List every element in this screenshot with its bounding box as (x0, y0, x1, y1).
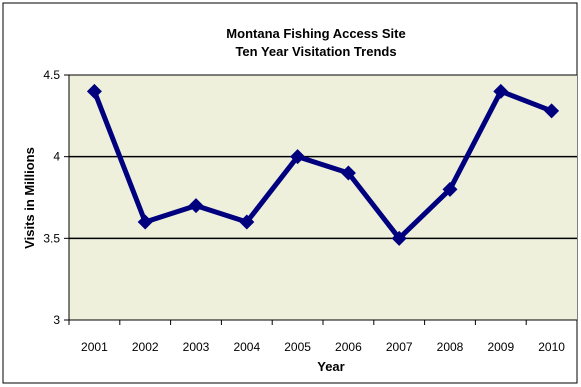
x-tick-label: 2001 (81, 340, 108, 354)
chart-subtitle: Ten Year Visitation Trends (235, 44, 396, 59)
x-tick-label: 2010 (538, 340, 565, 354)
series-layer (86, 83, 560, 246)
gridlines (69, 155, 577, 240)
y-axis-ticks: 3 3.5 4 4.5 (43, 68, 69, 327)
x-tick-label: 2003 (183, 340, 210, 354)
data-point-marker (391, 230, 407, 246)
chart-title: Montana Fishing Access Site (226, 26, 405, 41)
y-axis-label: Visits in Millions (22, 147, 37, 249)
data-point-marker (544, 103, 560, 119)
x-tick-label: 2009 (487, 340, 514, 354)
data-point-marker (137, 214, 153, 230)
plot-area (69, 75, 577, 320)
data-point-marker (290, 149, 306, 165)
x-axis-ticks: 2001 2002 2003 2004 2005 2006 2007 2008 2009 2010 (68, 320, 578, 354)
data-point-marker (493, 83, 509, 99)
y-tick-label: 4.5 (43, 68, 60, 82)
data-point-marker (86, 83, 102, 99)
series-line (92, 88, 553, 241)
x-tick-label: 2006 (335, 340, 362, 354)
x-tick-label: 2002 (132, 340, 159, 354)
y-tick-label: 3.5 (43, 231, 60, 245)
data-point-marker (188, 198, 204, 214)
x-tick-label: 2005 (284, 340, 311, 354)
x-tick-label: 2008 (437, 340, 464, 354)
data-point-marker (239, 214, 255, 230)
data-point-marker (442, 181, 458, 197)
x-tick-label: 2004 (233, 340, 260, 354)
x-tick-label: 2007 (386, 340, 413, 354)
x-axis-label: Year (317, 359, 344, 374)
y-tick-label: 4 (53, 150, 60, 164)
y-tick-label: 3 (53, 313, 60, 327)
data-point-marker (340, 165, 356, 181)
